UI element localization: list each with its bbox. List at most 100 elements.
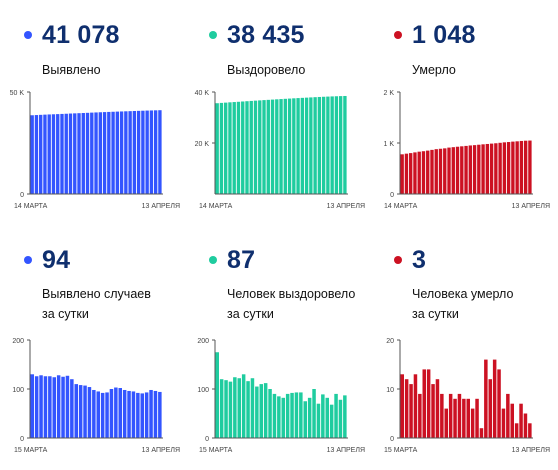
stat-value: 87 [227, 245, 256, 274]
bar [472, 145, 477, 194]
bar [158, 110, 162, 194]
dot-icon [394, 31, 402, 39]
bar [215, 103, 219, 194]
x-end-label: 13 АПРЕЛЯ [327, 447, 365, 454]
stat-label-line1: Человек выздоровело [227, 287, 356, 301]
bar [259, 384, 263, 438]
bar [144, 392, 149, 438]
bar [438, 148, 443, 194]
stat-label-line1: Выздоровело [227, 63, 306, 77]
bar [266, 99, 270, 194]
bar [477, 144, 481, 194]
bar [304, 97, 309, 194]
bar [109, 389, 114, 438]
bar [228, 102, 232, 194]
stat-label-line1: Выявлено [42, 63, 101, 77]
bar [519, 403, 523, 438]
bar [409, 384, 413, 438]
bar [105, 392, 109, 438]
y-tick-label: 10 [386, 387, 394, 394]
x-end-label: 13 АПРЕЛЯ [327, 203, 365, 210]
y-tick-label: 100 [197, 387, 209, 394]
bar [417, 151, 421, 194]
bar [418, 393, 422, 438]
bar [39, 375, 43, 438]
x-start-label: 14 МАРТА [199, 203, 233, 210]
bar [502, 142, 507, 194]
stat-label: Человек выздоровело за сутки [227, 284, 355, 324]
bar [444, 408, 448, 438]
y-tick-label: 0 [390, 192, 394, 199]
stat-label-line2: за сутки [42, 307, 89, 321]
stat-row: 41 078 [12, 20, 120, 50]
y-tick-label: 20 K [195, 141, 210, 148]
bar [409, 153, 413, 194]
bar [119, 111, 124, 194]
bar [457, 393, 462, 438]
bar [400, 154, 404, 194]
bar [255, 386, 259, 438]
bar [431, 384, 435, 438]
bar [100, 392, 105, 438]
bar [275, 99, 279, 194]
stat-row: 3 [382, 245, 426, 275]
bar [292, 98, 296, 194]
bar [413, 374, 418, 438]
bar [115, 111, 120, 194]
stat-row: 94 [12, 245, 70, 275]
bar [453, 398, 457, 438]
chart-detected-daily: 0 100 200 15 МАРТА 13 АПРЕЛЯ [12, 338, 180, 454]
bar [447, 147, 451, 194]
bar [74, 384, 78, 438]
bar [149, 110, 154, 194]
bar [68, 113, 73, 194]
bar [250, 378, 255, 438]
bar [90, 112, 94, 194]
bar [400, 374, 404, 438]
x-start-label: 15 МАРТА [199, 447, 233, 454]
bar [481, 144, 485, 194]
bar [501, 408, 506, 438]
bar [307, 397, 312, 438]
bar [464, 145, 468, 194]
bar [61, 376, 65, 438]
x-start-label: 14 МАРТА [14, 203, 48, 210]
bar [421, 151, 426, 194]
bar [329, 404, 334, 438]
bar [94, 112, 98, 194]
bar [485, 143, 490, 194]
stat-value: 41 078 [42, 20, 120, 49]
bar [334, 393, 338, 438]
stat-label: Выздоровело [227, 60, 305, 80]
bar [153, 110, 158, 194]
bar [122, 389, 127, 438]
bar [451, 147, 455, 194]
bar [316, 403, 321, 438]
bar [224, 102, 228, 194]
dot-icon [209, 31, 217, 39]
chart-died-total: 0 1 K 2 K 14 МАРТА 13 АПРЕЛЯ [383, 90, 550, 210]
bar [528, 423, 532, 438]
bar [290, 392, 294, 438]
bar [285, 393, 290, 438]
bar [272, 393, 277, 438]
bar [270, 99, 275, 194]
bar [466, 398, 470, 438]
bar [78, 385, 83, 438]
stat-label-line1: Выявлено случаев [42, 287, 151, 301]
bar [468, 145, 472, 194]
y-tick-label: 200 [12, 338, 24, 345]
chart-died-daily: 0 10 20 15 МАРТА 13 АПРЕЛЯ [384, 338, 550, 454]
bar [263, 383, 268, 438]
x-end-label: 13 АПРЕЛЯ [512, 447, 550, 454]
bar [111, 111, 115, 194]
bar [506, 142, 511, 194]
bar [435, 379, 440, 438]
bar [312, 389, 316, 438]
stat-label-line2: за сутки [412, 307, 459, 321]
bar [283, 98, 287, 194]
bar [56, 375, 61, 438]
bar [70, 379, 74, 438]
bar [118, 388, 122, 438]
bar [136, 110, 141, 194]
